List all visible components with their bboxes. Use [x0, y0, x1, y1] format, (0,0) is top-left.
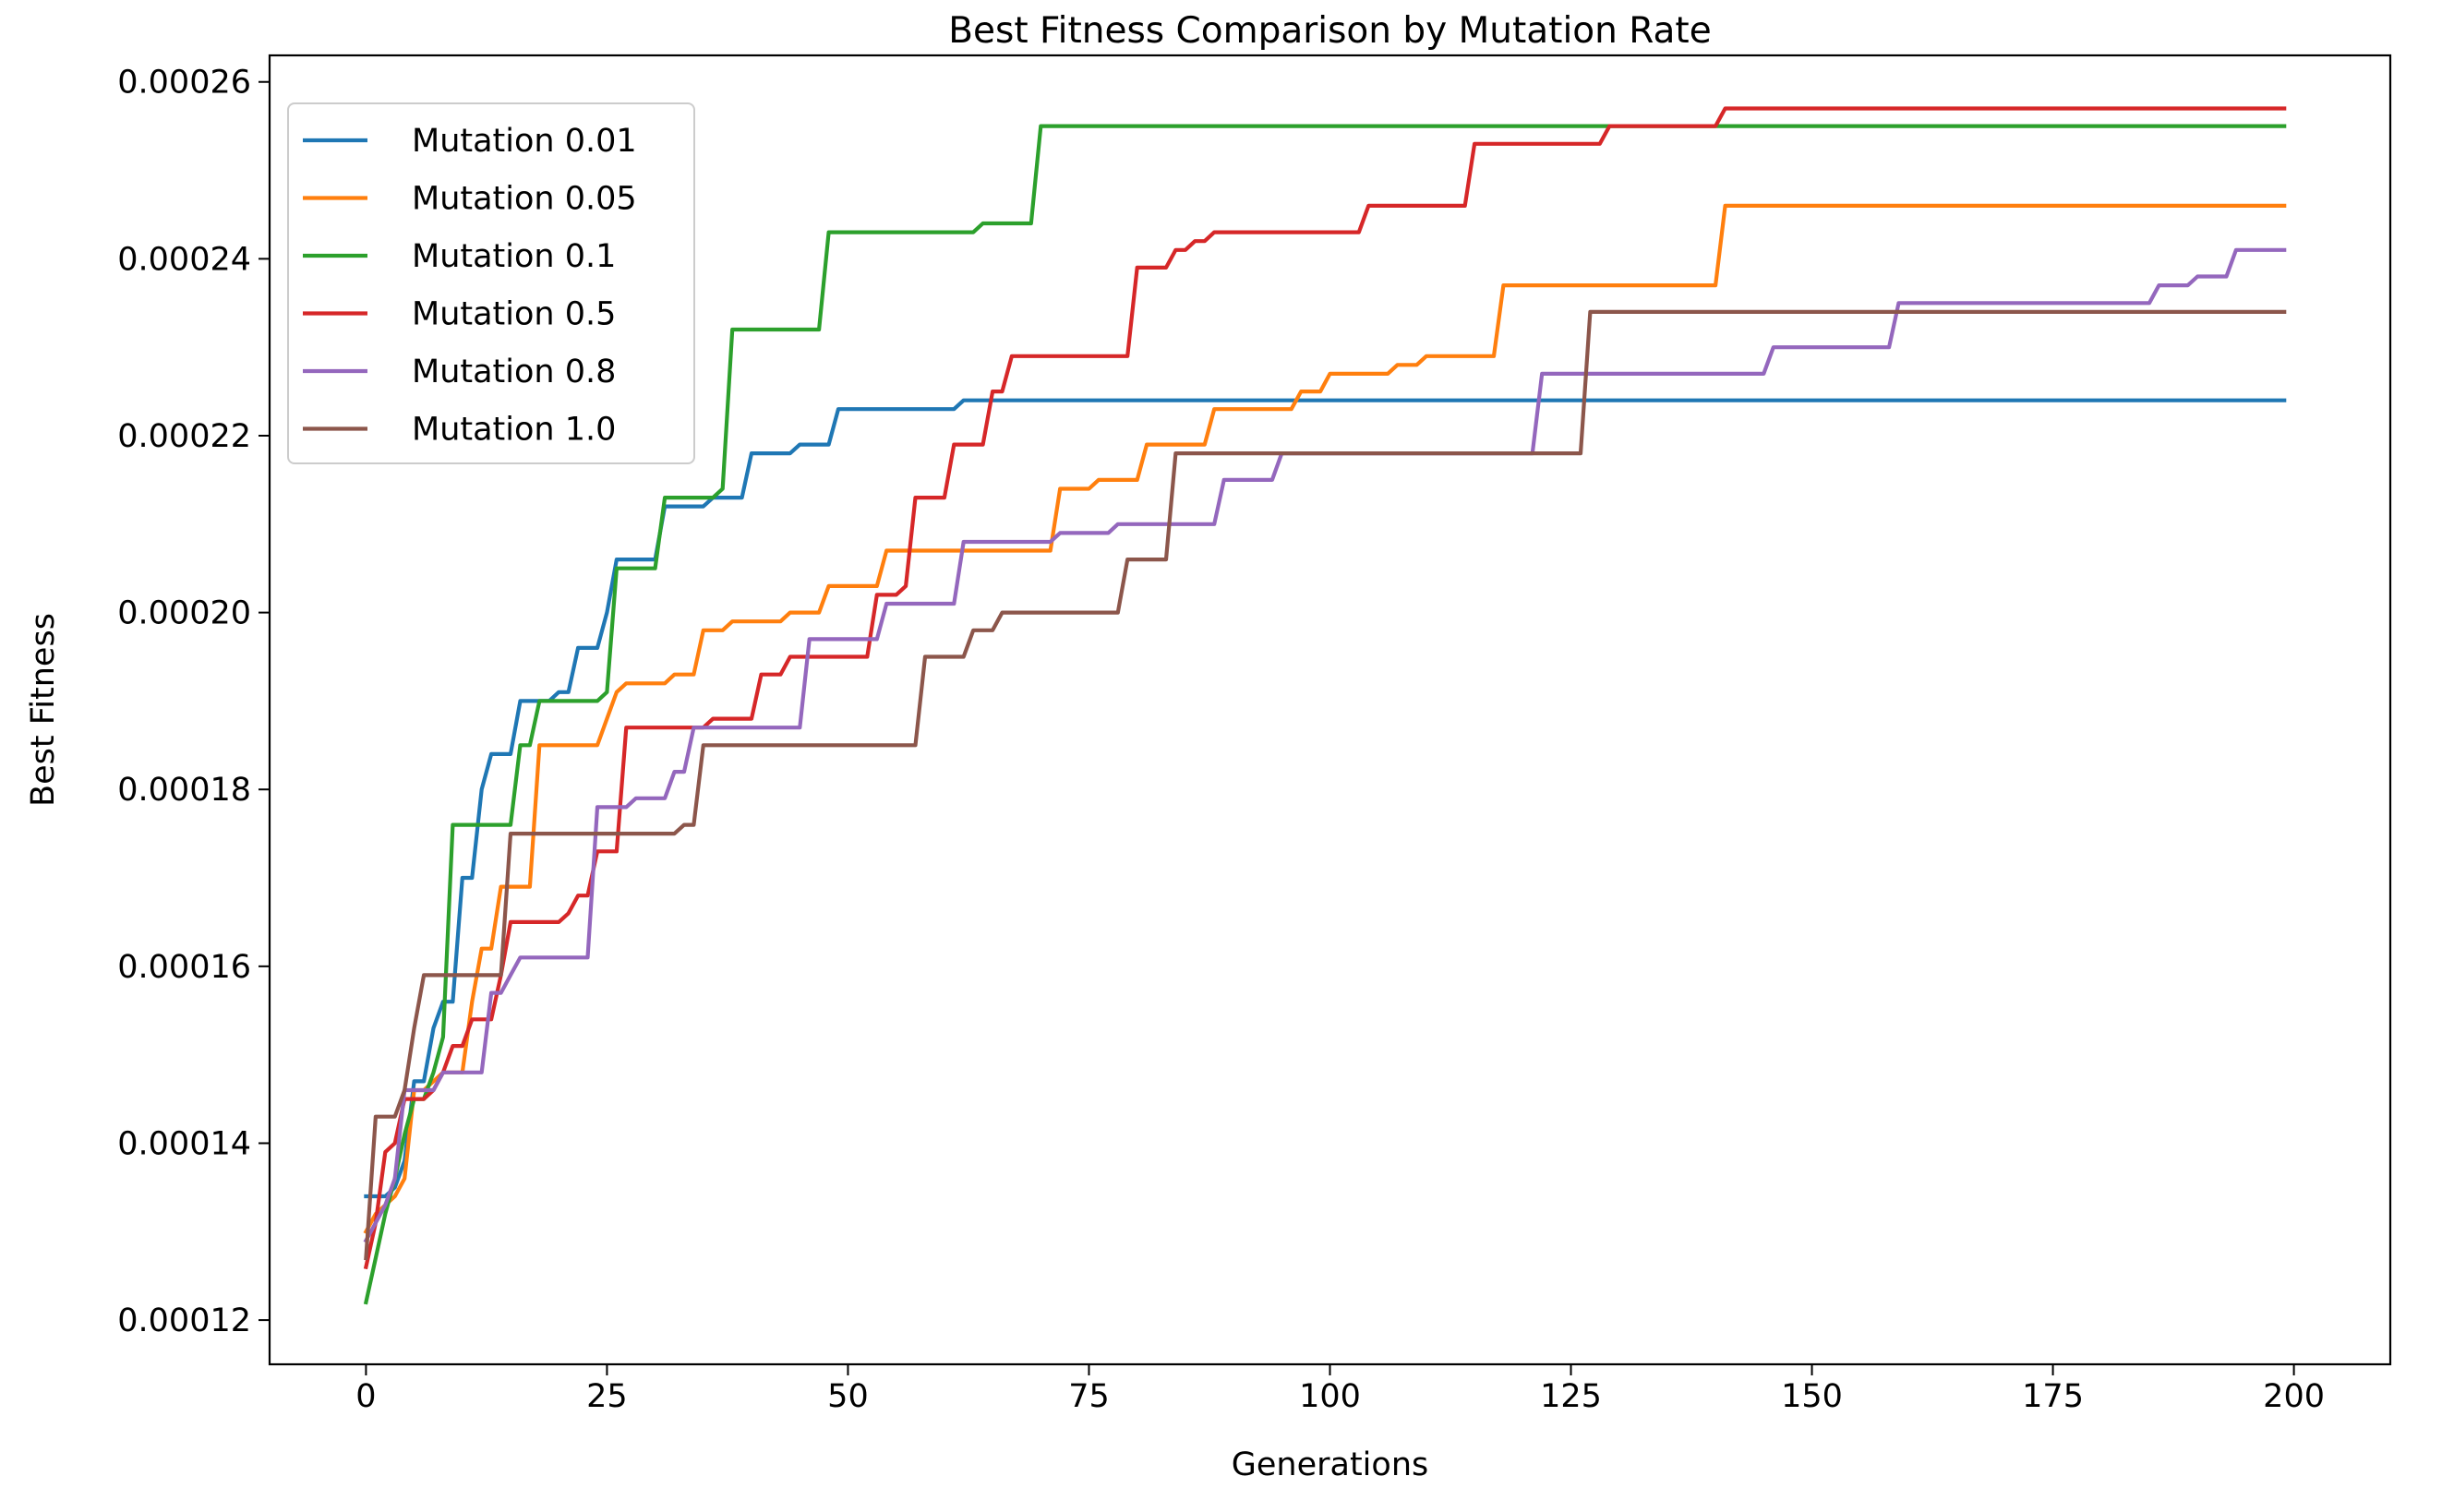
legend-box	[287, 102, 695, 464]
plot-lines	[363, 106, 2287, 1305]
y-axis-label: Best Fitness	[25, 613, 62, 807]
x-axis-label: Generations	[1232, 1446, 1429, 1483]
legend-label-5: Mutation 1.0	[412, 412, 616, 449]
x-tick-label: 0	[355, 1378, 376, 1415]
legend-label-1: Mutation 0.05	[412, 181, 637, 218]
x-tick-label: 175	[2022, 1378, 2084, 1415]
x-tick-label: 100	[1299, 1378, 1361, 1415]
series-line-1	[363, 203, 2287, 1235]
x-tick-label: 50	[827, 1378, 869, 1415]
x-tick-label: 75	[1068, 1378, 1110, 1415]
y-tick-label: 0.00024	[117, 241, 251, 278]
legend-label-3: Mutation 0.5	[412, 296, 616, 333]
x-tick-label: 200	[2263, 1378, 2325, 1415]
x-axis: 0 25 50 75 100 125 150 175 200	[355, 1364, 2325, 1415]
y-tick-label: 0.00018	[117, 772, 251, 809]
y-tick-label: 0.00026	[117, 65, 251, 102]
series-line-5	[364, 309, 2287, 1261]
legend-label-4: Mutation 0.8	[412, 354, 616, 390]
y-tick-label: 0.00012	[117, 1302, 251, 1339]
x-tick-label: 150	[1781, 1378, 1843, 1415]
y-tick-label: 0.00022	[117, 418, 251, 455]
series-line-0	[364, 398, 2287, 1199]
chart-title: Best Fitness Comparison by Mutation Rate	[948, 10, 1711, 52]
x-tick-label: 25	[586, 1378, 628, 1415]
series-line-4	[363, 247, 2287, 1243]
series-line-3	[363, 106, 2287, 1270]
y-axis: 0.00012 0.00014 0.00016 0.00018 0.00020 0.000…	[117, 65, 270, 1339]
x-tick-label: 125	[1540, 1378, 1602, 1415]
legend: Mutation 0.01 Mutation 0.05 Mutation 0.1 Mu…	[287, 102, 695, 464]
y-tick-label: 0.00014	[117, 1125, 251, 1162]
legend-label-0: Mutation 0.01	[412, 123, 637, 160]
y-tick-label: 0.00020	[117, 595, 251, 632]
y-tick-label: 0.00016	[117, 949, 251, 986]
legend-label-2: Mutation 0.1	[412, 238, 616, 275]
